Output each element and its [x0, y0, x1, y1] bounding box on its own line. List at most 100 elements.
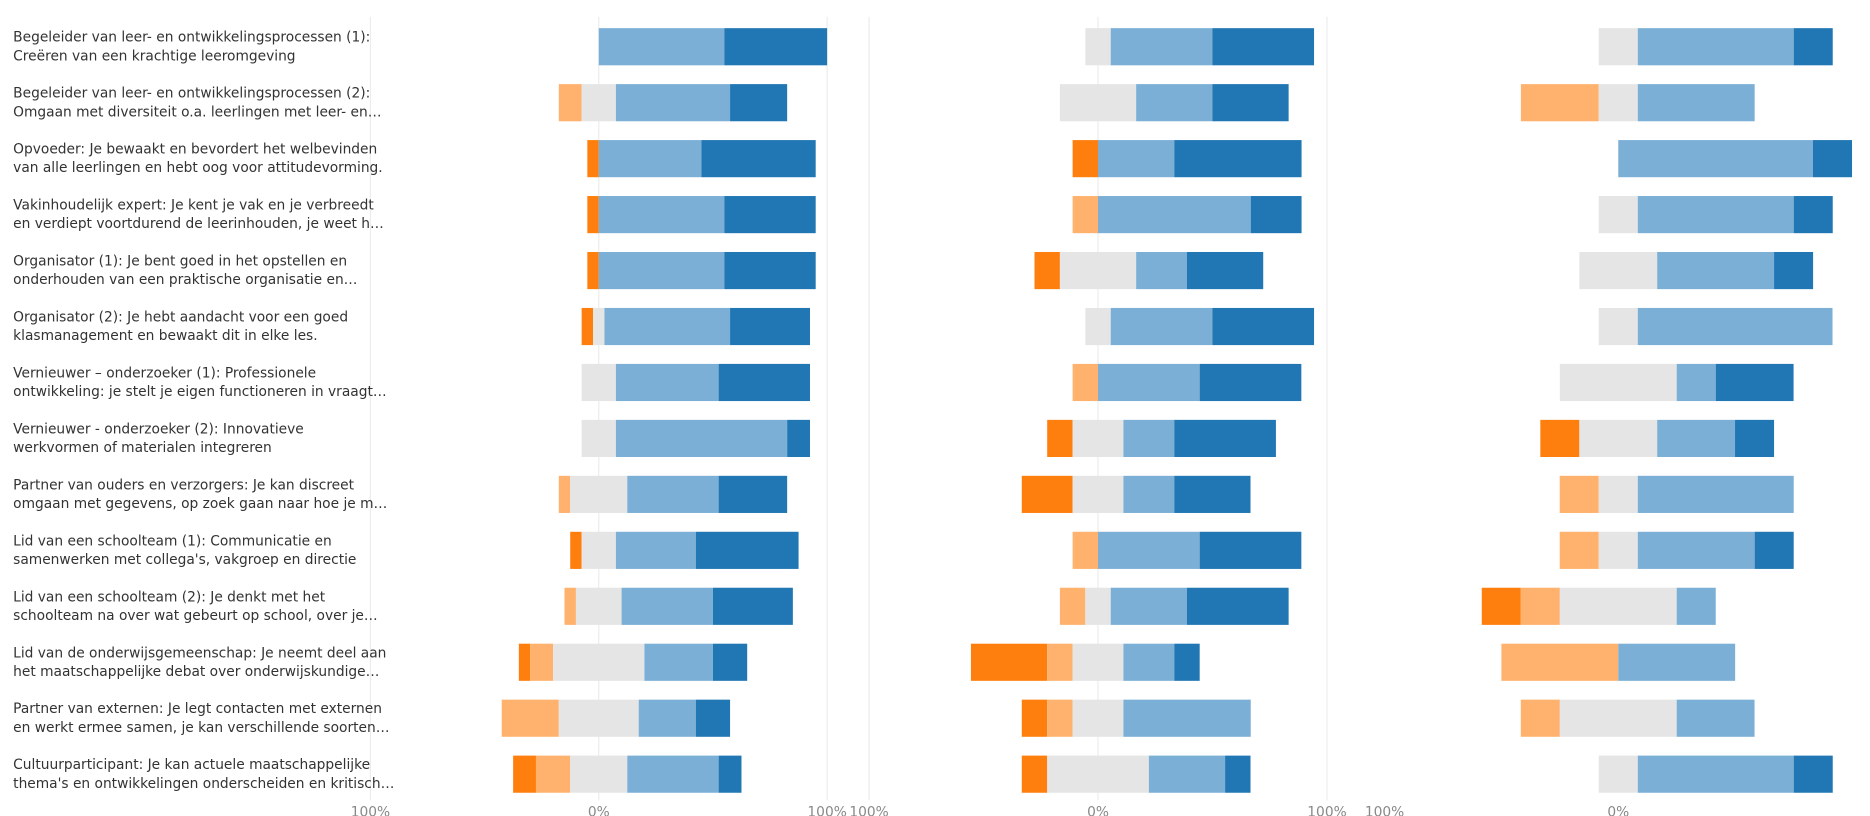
bar-segment [575, 587, 622, 625]
bar-segment [1085, 307, 1111, 346]
bar-segment [1186, 251, 1264, 290]
bar-segment [1136, 84, 1213, 122]
bar-segment [1072, 363, 1099, 402]
bar-segment [501, 699, 559, 737]
bar-segment [615, 363, 719, 402]
bar-segment [730, 307, 810, 346]
bar-segment [518, 643, 531, 681]
bar-segment [1520, 84, 1599, 122]
bar-segment [1072, 643, 1124, 681]
bar-segment [1735, 419, 1775, 458]
bar-segment [1637, 307, 1833, 346]
bar-segment [1072, 531, 1099, 569]
bar-segment [1212, 84, 1289, 122]
bar-segment [1559, 531, 1599, 569]
bar-segment [581, 531, 616, 569]
bar-segment [604, 307, 731, 346]
x-tick-label: 100% [1307, 804, 1346, 816]
bar-segment [587, 140, 599, 178]
bar-segment [1637, 28, 1794, 66]
bar-segment [1540, 419, 1580, 458]
bar-segment [1047, 699, 1073, 737]
bar-segment [1637, 531, 1755, 569]
bar-segment [1715, 363, 1794, 402]
bar-segment [1110, 28, 1213, 66]
bar-segment [513, 755, 536, 793]
bar-segment [1021, 755, 1048, 793]
bars [501, 28, 1853, 793]
bar-segment [1174, 140, 1302, 178]
bar-segment [1047, 419, 1073, 458]
bar-segment [1598, 84, 1638, 122]
bar-segment [712, 643, 748, 681]
bar-segment [1059, 587, 1086, 625]
category-label: Omgaan met diversiteit o.a. leerlingen m… [13, 104, 381, 120]
x-tick-label: 100% [1365, 804, 1404, 816]
bar-segment [1793, 28, 1833, 66]
bar-segment [1021, 699, 1048, 737]
bar-segment [598, 196, 725, 234]
bar-segment [1174, 643, 1200, 681]
category-label: thema's en ontwikkelingen onderscheiden … [13, 776, 394, 792]
bar-segment [1199, 531, 1302, 569]
bar-segment [1812, 140, 1853, 178]
category-label: van alle leerlingen en hebt oog voor att… [13, 160, 382, 176]
category-label: Vernieuwer – onderzoeker (1): Profession… [13, 365, 316, 381]
bar-segment [1676, 699, 1755, 737]
category-label: Partner van ouders en verzorgers: Je kan… [13, 477, 354, 493]
bar-segment [1110, 587, 1187, 625]
bar-segment [718, 755, 742, 793]
category-label: en verdiept voortdurend de leerinhouden,… [13, 216, 384, 232]
bar-segment [1618, 643, 1736, 681]
bar-segment [1212, 28, 1315, 66]
bar-segment [1148, 755, 1226, 793]
bar-segment [581, 363, 616, 402]
bar-segment [1676, 363, 1716, 402]
bar-segment [1520, 587, 1560, 625]
category-label: Opvoeder: Je bewaakt en bevordert het we… [13, 142, 377, 158]
bar-segment [615, 84, 731, 122]
bar-segment [1559, 363, 1677, 402]
bar-segment [1212, 307, 1315, 346]
bar-segment [695, 699, 731, 737]
bar-segment [1136, 251, 1187, 290]
category-label: Begeleider van leer- en ontwikkelingspro… [13, 30, 370, 46]
bar-segment [598, 140, 702, 178]
bar-segment [644, 643, 713, 681]
bar-segment [1579, 251, 1658, 290]
category-label: en werkt ermee samen, je kan verschillen… [13, 720, 389, 736]
bar-segment [1034, 251, 1060, 290]
bar-segment [1123, 475, 1175, 513]
category-label: Vernieuwer - onderzoeker (2): Innovatiev… [13, 421, 304, 437]
bar-segment [1186, 587, 1289, 625]
bar-segment [1110, 307, 1213, 346]
bar-segment [724, 251, 816, 290]
bar-segment [1085, 587, 1111, 625]
bar-segment [1657, 419, 1736, 458]
bar-segment [638, 699, 696, 737]
bar-segment [1021, 475, 1073, 513]
bar-segment [1174, 419, 1276, 458]
bar-segment [1123, 419, 1175, 458]
bar-segment [1225, 755, 1251, 793]
bar-segment [1072, 699, 1124, 737]
bar-segment [1676, 587, 1716, 625]
bar-segment [1793, 755, 1833, 793]
bar-segment [587, 196, 599, 234]
category-label: schoolteam na over wat gebeurt op school… [13, 608, 377, 624]
bar-segment [1072, 419, 1124, 458]
bar-segment [712, 587, 793, 625]
bar-segment [1098, 531, 1200, 569]
bar-segment [1618, 140, 1813, 178]
bar-segment [1098, 140, 1175, 178]
bar-segment [1059, 84, 1137, 122]
bar-segment [564, 587, 576, 625]
bar-segment [1559, 475, 1599, 513]
bar-segment [1774, 251, 1814, 290]
category-label: omgaan met gegevens, op zoek gaan naar h… [13, 496, 387, 512]
category-label: Cultuurparticipant: Je kan actuele maats… [13, 757, 370, 773]
bar-segment [701, 140, 816, 178]
category-label: ontwikkeling: je stelt je eigen function… [13, 384, 386, 400]
category-label: Lid van de onderwijsgemeenschap: Je neem… [13, 645, 386, 661]
